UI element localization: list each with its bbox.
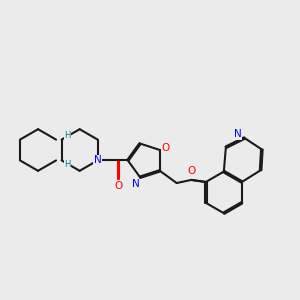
Text: O: O bbox=[114, 181, 123, 191]
Text: N: N bbox=[234, 129, 242, 139]
Text: O: O bbox=[162, 143, 170, 153]
Text: N: N bbox=[132, 179, 140, 189]
Text: H: H bbox=[64, 131, 71, 140]
Text: H: H bbox=[64, 160, 71, 169]
Text: N: N bbox=[94, 155, 102, 165]
Text: O: O bbox=[187, 166, 195, 176]
